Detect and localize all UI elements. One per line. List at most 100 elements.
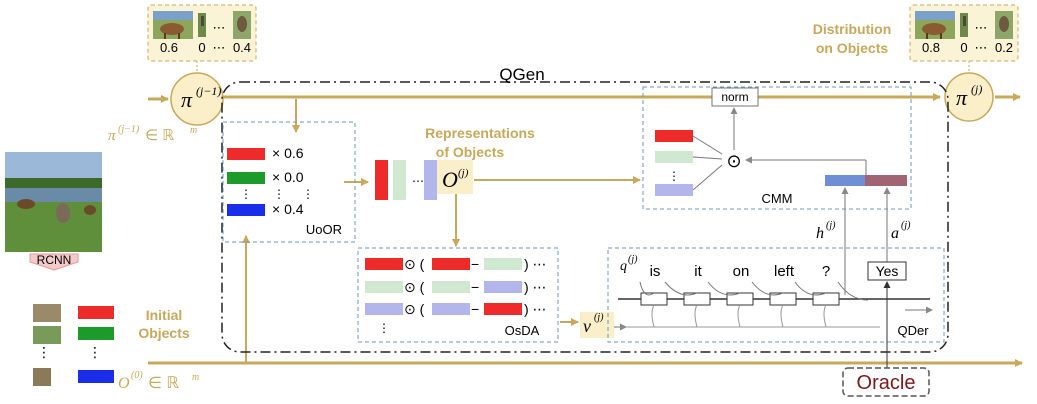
- oracle-box: Oracle: [842, 367, 930, 397]
- pi-prev-domain: π (j−1) ∈ ℝ m: [108, 124, 197, 144]
- svg-text:π: π: [181, 87, 193, 112]
- question-token-2: it: [694, 263, 702, 280]
- svg-text:⊙ (: ⊙ (: [404, 279, 425, 295]
- svg-text:⊙ (: ⊙ (: [404, 301, 425, 317]
- distribution-label-line1: Distribution: [813, 21, 892, 37]
- svg-text:a: a: [891, 225, 899, 242]
- rcnn-label: RCNN: [37, 253, 72, 267]
- animal-thumbnail-next: [995, 11, 1013, 39]
- oj-ellipsis: ⋯: [412, 174, 424, 188]
- question-token-1: is: [650, 263, 661, 280]
- svg-text:v: v: [583, 316, 591, 336]
- cow-thumbnail-prev: [153, 11, 193, 39]
- uoor-label: UoOR: [306, 222, 342, 237]
- prev-prob-2: 0: [198, 40, 205, 55]
- cow-thumbnail-next: [915, 11, 955, 39]
- cmm-label: CMM: [761, 191, 792, 206]
- svg-text:(j−1): (j−1): [196, 84, 221, 98]
- uoor-weight-2: × 0.0: [272, 169, 304, 185]
- uoor-module: × 0.6 × 0.0 × 0.4 ⋮ ⋮ ⋮ UoOR: [222, 121, 356, 243]
- initial-vdots-right: ⋮: [88, 344, 102, 360]
- bird-thumbnail-next: [960, 13, 968, 37]
- oracle-label: Oracle: [857, 372, 916, 394]
- svg-text:) ⋯: ) ⋯: [524, 301, 547, 317]
- object-representation: ⋯ O (j): [375, 160, 473, 200]
- svg-text:−: −: [471, 279, 479, 295]
- next-ellipsis-top: ⋯: [975, 20, 988, 35]
- uoor-weight-3: × 0.4: [272, 201, 304, 217]
- initial-label-line1: Initial: [146, 307, 183, 323]
- question-token-3: on: [733, 263, 750, 280]
- cmm-odot: ⊙: [726, 151, 741, 171]
- prev-distribution-panel: 0.6 0 ⋯ ⋯ 0.4: [147, 4, 257, 62]
- svg-text:m: m: [190, 125, 197, 136]
- svg-text:−: −: [471, 256, 479, 272]
- svg-text:⊙ (: ⊙ (: [404, 256, 425, 272]
- svg-text:(j−1): (j−1): [118, 124, 140, 135]
- prev-prob-3: 0.4: [233, 40, 251, 55]
- next-distribution-panel: 0.8 0 ⋯ ⋯ 0.2: [909, 4, 1019, 62]
- osda-module: ⊙ ( − ) ⋯ ⊙ ( − ) ⋯ ⊙ ( − ) ⋯ ⋮ OsDA: [357, 247, 559, 343]
- initial-vdots-left: ⋮: [37, 344, 51, 360]
- osda-vdots: ⋮: [378, 321, 390, 335]
- svg-text:−: −: [471, 301, 479, 317]
- svg-text:) ⋯: ) ⋯: [524, 279, 547, 295]
- v-label: v (j): [580, 312, 614, 338]
- qder-module: q (j) is it on left ? Yes QDer: [607, 247, 945, 343]
- question-token-4: left: [774, 263, 795, 280]
- next-prob-1: 0.8: [922, 40, 940, 55]
- svg-text:(0): (0): [131, 370, 143, 381]
- prev-ellipsis-top: ⋯: [213, 20, 226, 35]
- a-label: a (j): [891, 220, 911, 242]
- svg-text:(j): (j): [826, 220, 836, 231]
- o0-domain: O (0) ∈ ℝ m: [118, 370, 199, 392]
- pi-prev-node: π (j−1): [170, 72, 224, 126]
- scene-image: [5, 152, 102, 252]
- qgen-frame: [221, 81, 949, 353]
- cmm-vdots: ⋮: [668, 169, 680, 183]
- svg-text:O: O: [442, 167, 458, 192]
- next-prob-3: 0.2: [995, 40, 1013, 55]
- yes-answer: Yes: [876, 263, 899, 279]
- q-label: q: [620, 259, 627, 274]
- svg-text:∈ ℝ: ∈ ℝ: [148, 375, 179, 392]
- norm-label: norm: [721, 90, 748, 104]
- qgen-label: QGen: [499, 65, 544, 84]
- svg-text:(j): (j): [901, 220, 911, 231]
- svg-text:(j): (j): [594, 312, 604, 323]
- next-ellipsis-bottom: ⋯: [975, 40, 988, 55]
- main-flow-lines: [148, 93, 1023, 367]
- cmm-module: ⋮ ⊙ norm CMM: [642, 86, 912, 210]
- qder-label: QDer: [897, 323, 929, 338]
- svg-text:h: h: [816, 225, 824, 242]
- initial-objects: ⋮ ⋮: [33, 304, 114, 386]
- uoor-vdots-1: ⋮: [240, 187, 252, 201]
- prev-prob-1: 0.6: [160, 40, 178, 55]
- representations-label-line2: of Objects: [436, 144, 505, 160]
- q-superscript: (j): [628, 254, 638, 265]
- uoor-vdots-3: ⋮: [302, 187, 314, 201]
- svg-text:π: π: [956, 85, 968, 110]
- uoor-vdots-2: ⋮: [273, 187, 285, 201]
- svg-text:(j): (j): [458, 167, 469, 179]
- pi-next-node: π (j): [944, 72, 994, 122]
- svg-text:∈ ℝ: ∈ ℝ: [145, 127, 174, 144]
- animal-thumbnail-prev: [233, 11, 251, 39]
- initial-label-line2: Objects: [138, 325, 190, 341]
- bird-thumbnail-prev: [198, 13, 206, 37]
- svg-text:O: O: [118, 375, 130, 392]
- distribution-label-line2: on Objects: [816, 40, 889, 56]
- h-label: h (j): [816, 220, 836, 242]
- representations-label-line1: Representations: [425, 125, 535, 141]
- next-prob-2: 0: [960, 40, 967, 55]
- rcnn-block: RCNN: [29, 253, 79, 271]
- svg-text:m: m: [192, 372, 199, 383]
- svg-text:) ⋯: ) ⋯: [524, 256, 547, 272]
- prev-ellipsis-bottom: ⋯: [213, 40, 226, 55]
- svg-text:(j): (j): [971, 82, 982, 96]
- question-token-5: ?: [822, 263, 830, 280]
- uoor-weight-1: × 0.6: [272, 145, 304, 161]
- svg-text:π: π: [108, 128, 116, 144]
- osda-label: OsDA: [505, 323, 540, 338]
